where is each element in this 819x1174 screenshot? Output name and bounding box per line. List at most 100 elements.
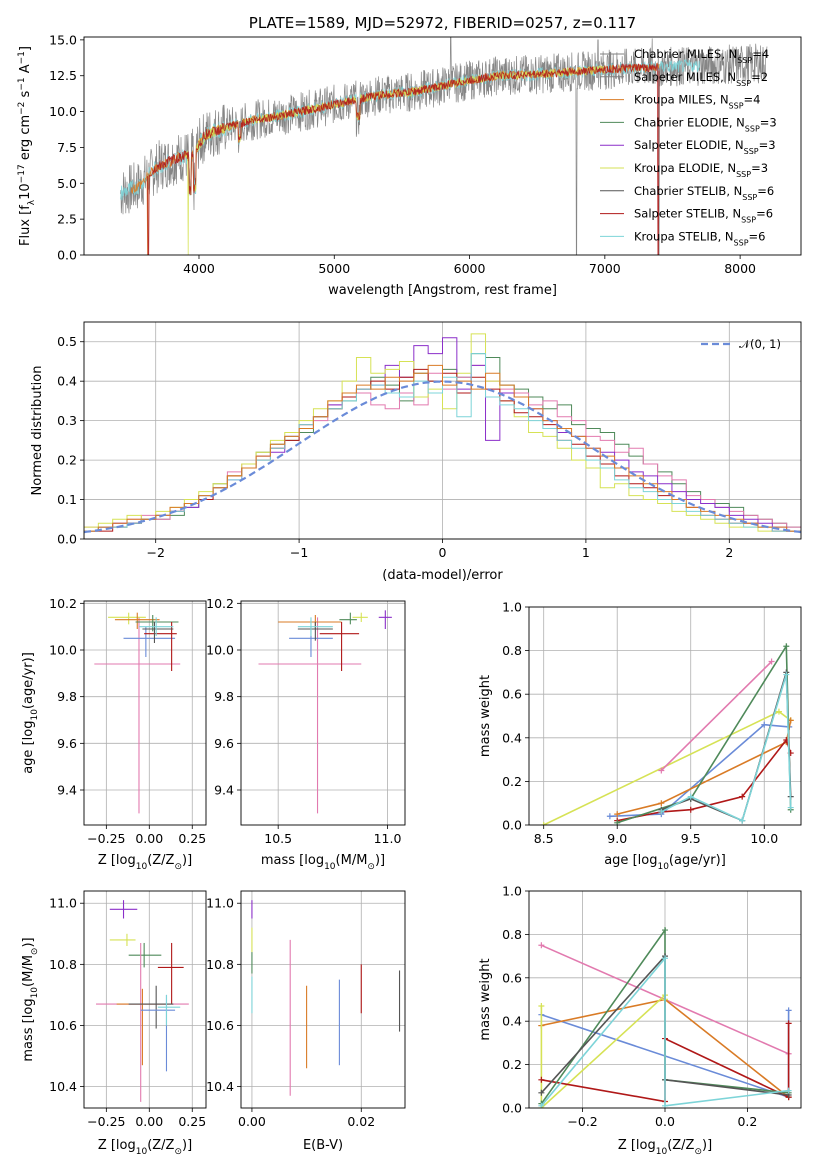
y-tick-label: 0.5 xyxy=(57,334,77,349)
label-part: Z [log xyxy=(98,853,136,868)
label-part: ⊙ xyxy=(174,1147,182,1157)
label-part: )] xyxy=(182,1138,192,1153)
label-part: mass [log xyxy=(21,998,36,1061)
y-tick-label: 9.4 xyxy=(57,783,77,798)
spectrum-panel: 4000 5000 6000 7000 8000 0.0 2.5 5.0 7.5 10.0 12.5… xyxy=(17,14,802,298)
y-axis-label: mass weight xyxy=(478,675,493,757)
legend-text: Chabrier STELIB, N xyxy=(634,184,742,198)
legend-sub: SSP xyxy=(736,78,751,87)
y-tick-label: 0.4 xyxy=(502,1014,522,1029)
y-tick-label: 0.0 xyxy=(57,248,77,263)
label-part: (M/M xyxy=(21,955,36,987)
x-tick-label: 0.02 xyxy=(347,1114,375,1129)
spectrum-series-line xyxy=(185,65,606,255)
y-axis-label: age [log10(age/yr)] xyxy=(21,652,40,774)
y-tick-label: 10.6 xyxy=(206,1018,234,1033)
x-tick-label: −0.25 xyxy=(87,1114,125,1129)
x-axis-label: Z [log10(Z/Z⊙)] xyxy=(98,853,192,872)
legend-sub: SSP xyxy=(736,170,751,179)
label-part: 10 xyxy=(136,862,148,872)
label-part: erg cm xyxy=(18,115,33,164)
weight-line xyxy=(660,674,792,822)
legend-sub: SSP xyxy=(744,147,759,156)
y-tick-label: 0.0 xyxy=(502,818,522,833)
y-tick-label: 9.6 xyxy=(57,736,77,751)
x-tick-label: −1 xyxy=(290,545,308,560)
x-tick-label: −0.2 xyxy=(567,1114,597,1129)
weight-marker xyxy=(739,817,746,824)
y-tick-label: 10.4 xyxy=(49,1079,77,1094)
legend-entry: Kroupa STELIB, NSSP=6 xyxy=(634,229,765,247)
y-axis-label: Normed distribution xyxy=(30,366,45,496)
label-part: (Z/Z xyxy=(147,1138,174,1153)
y-tick-label: 10.0 xyxy=(49,104,77,119)
label-part: )] xyxy=(21,937,36,947)
x-tick-label: 8000 xyxy=(724,261,756,276)
x-tick-label: 0.00 xyxy=(135,1114,163,1129)
label-part: 10 xyxy=(136,1147,148,1157)
label-part: )] xyxy=(375,853,385,868)
histogram-step xyxy=(84,364,801,539)
x-axis-label: mass [log10(M/M⊙)] xyxy=(261,853,385,872)
label-part: )] xyxy=(182,853,192,868)
label-part: 10 xyxy=(30,987,40,999)
legend-text: Chabrier MILES, N xyxy=(634,47,737,61)
weight-marker xyxy=(687,793,694,800)
y-tick-label: 15.0 xyxy=(49,32,77,47)
label-part: (age/yr)] xyxy=(21,652,36,709)
label-part: λ xyxy=(27,199,37,205)
legend-sub: SSP xyxy=(741,215,756,224)
legend-tail: =3 xyxy=(751,161,768,175)
residuals-panel: −2 −1 0 1 2 0.0 0.1 0.2 0.3 0.4 0.5 (data-model)/er… xyxy=(30,321,802,583)
y-tick-label: 2.5 xyxy=(57,212,77,227)
weight-marker xyxy=(662,927,668,934)
z-age-panel: −0.25 0.00 0.259.49.69.810.010.2Z [log10(Z… xyxy=(21,596,207,872)
label-part: (Z/Z xyxy=(667,1138,694,1153)
legend-tail: =6 xyxy=(749,229,766,243)
y-tick-label: 10.2 xyxy=(206,596,234,611)
plot-frame xyxy=(240,600,406,826)
y-tick-label: 9.8 xyxy=(57,689,77,704)
y-tick-label: 0.8 xyxy=(502,643,522,658)
weight-marker xyxy=(538,942,545,949)
legend-entry: Salpeter MILES, NSSP=2 xyxy=(634,70,768,88)
label-part: Z [log xyxy=(98,1138,136,1153)
label-part: ⊙ xyxy=(367,862,375,872)
y-tick-label: 0.0 xyxy=(57,532,77,547)
y-tick-label: 0.2 xyxy=(57,453,77,468)
weight-marker xyxy=(768,658,775,665)
weight-marker xyxy=(787,804,794,811)
weight-line xyxy=(616,643,792,824)
z-weight-panel: −0.2 0.0 0.2 0.0 0.2 0.4 0.6 0.8 1.0 mass weight Z… xyxy=(478,884,802,1157)
x-tick-label: −0.25 xyxy=(87,831,125,846)
gaussian-curve xyxy=(84,380,801,534)
legend-text: Kroupa ELODIE, N xyxy=(634,161,736,175)
y-tick-label: 10.4 xyxy=(206,1079,234,1094)
y-tick-label: 0.4 xyxy=(57,374,77,389)
legend-text: Kroupa MILES, N xyxy=(634,93,729,107)
label-part: age [log xyxy=(604,853,657,868)
x-tick-label: 9.5 xyxy=(681,831,701,846)
weight-marker xyxy=(540,822,547,825)
y-axis-label: mass weight xyxy=(478,958,493,1040)
y-tick-label: 0.3 xyxy=(57,413,77,428)
x-tick-label: 10.0 xyxy=(750,831,778,846)
age-weight-panel: 8.5 9.0 9.5 10.0 0.0 0.2 0.4 0.6 0.8 1.0 mass weig… xyxy=(478,600,802,872)
y-tick-label: 1.0 xyxy=(502,600,522,615)
y-axis-label: Flux [fλ10−17 erg cm−2 s−1 A−1] xyxy=(17,46,37,246)
x-axis-label: Z [log10(Z/Z⊙)] xyxy=(98,1138,192,1157)
legend-tail: =4 xyxy=(744,93,761,107)
plot-frame xyxy=(240,890,406,1109)
weight-marker xyxy=(775,708,782,715)
plot-frame xyxy=(83,600,207,826)
legend-text: Salpeter ELODIE, N xyxy=(634,138,744,152)
label-part: 10 xyxy=(657,862,669,872)
spectrum-series-line xyxy=(120,37,768,255)
weight-marker xyxy=(662,955,668,962)
legend-entry: Chabrier MILES, NSSP=4 xyxy=(634,47,769,65)
legend-text: Salpeter MILES, N xyxy=(634,70,736,84)
y-tick-label: 9.6 xyxy=(214,736,234,751)
weight-marker xyxy=(538,1089,545,1096)
y-tick-label: 0.2 xyxy=(502,774,522,789)
